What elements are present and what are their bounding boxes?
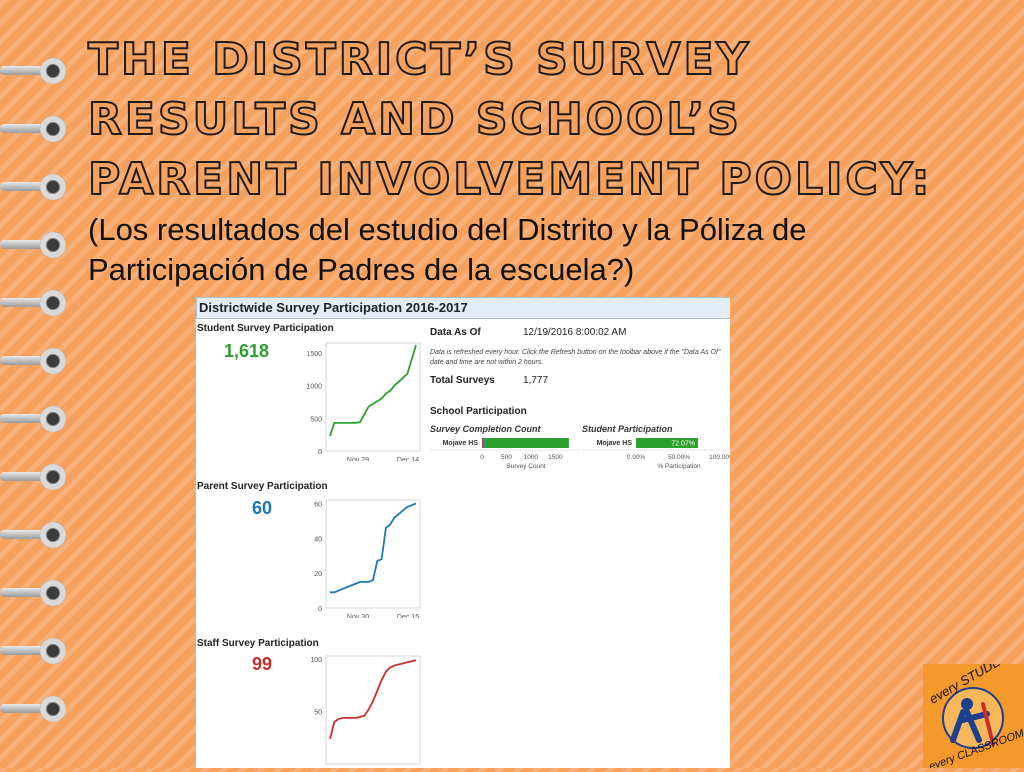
dashboard-header: Districtwide Survey Participation 2016-2… <box>196 297 730 319</box>
staff-line-chart: 50 100 <box>310 655 421 765</box>
binder-ring <box>0 346 72 376</box>
data-as-of-value: 12/19/2016 8:00:02 AM <box>523 327 627 338</box>
binder-ring <box>0 56 72 86</box>
y-tick-label: 1000 <box>306 384 322 391</box>
student-line-chart: 0 500 1000 1500 Nov 29 Dec 14 <box>306 342 421 461</box>
x-axis-label: Survey Count <box>506 463 546 470</box>
y-tick-label: 50 <box>314 710 322 717</box>
x-tick-label: Nov 29 <box>347 457 369 461</box>
bar <box>636 438 698 448</box>
x-tick-label: 0 <box>480 454 484 461</box>
school-participation-label: School Participation <box>430 406 527 417</box>
x-tick-label: 1500 <box>548 454 563 461</box>
binder-ring <box>0 578 72 608</box>
staff-total: 99 <box>252 654 273 674</box>
binder-ring <box>0 404 72 434</box>
y-tick-label: 100 <box>310 657 322 664</box>
binder-ring <box>0 694 72 724</box>
binder-ring <box>0 114 72 144</box>
x-tick-label: 50.00% <box>668 454 690 461</box>
x-tick-label: 1000 <box>524 454 539 461</box>
bar-segment <box>482 438 483 448</box>
x-tick-label: 0.00% <box>627 454 646 461</box>
staff-chart-title: Staff Survey Participation <box>197 638 319 649</box>
binder-ring <box>0 230 72 260</box>
x-tick-label: Dec 14 <box>397 457 419 461</box>
binder-ring <box>0 636 72 666</box>
x-tick-label: 500 <box>501 454 512 461</box>
x-tick-label: Nov 30 <box>347 614 369 618</box>
slide-subtitle: (Los resultados del estudio del Distrito… <box>88 212 807 287</box>
y-tick-label: 1500 <box>306 351 322 358</box>
category-label: Mojave HS <box>597 440 633 447</box>
parent-line-chart: 0 20 40 60 Nov 30 Dec 15 <box>314 499 421 618</box>
participation-percent-chart: Mojave HS 72.07% 0.00% 50.00% 100.00% % Parti… <box>582 438 730 470</box>
data-label: 72.07% <box>671 441 695 448</box>
y-tick-label: 0 <box>318 449 322 456</box>
y-tick-label: 0 <box>318 606 322 613</box>
category-label: Mojave HS <box>443 440 479 447</box>
bar-segment <box>482 438 485 448</box>
plot-area <box>325 342 421 452</box>
y-tick-label: 500 <box>310 416 322 423</box>
binder-ring <box>0 462 72 492</box>
parent-chart-title: Parent Survey Participation <box>197 481 328 492</box>
binder-ring <box>0 520 72 550</box>
y-tick-label: 20 <box>314 571 322 578</box>
binder-ring <box>0 288 72 318</box>
refresh-note: Data is refreshed every hour. Click the … <box>430 349 721 366</box>
total-surveys-label: Total Surveys <box>430 375 495 386</box>
y-tick-label: 60 <box>314 501 322 508</box>
every-student-logo: every STUDENT every CLASSROOM <box>923 645 1024 772</box>
series-line <box>329 344 417 437</box>
data-as-of-label: Data As Of <box>430 327 481 338</box>
completion-count-title: Survey Completion Count <box>430 424 541 434</box>
student-total: 1,618 <box>224 341 270 361</box>
parent-total: 60 <box>252 498 273 518</box>
plot-area <box>325 655 421 765</box>
bar-segment <box>484 438 569 448</box>
y-tick-label: 40 <box>314 536 322 543</box>
series-line <box>330 502 417 594</box>
plot-area <box>325 499 421 609</box>
x-tick-label: 100.00% <box>709 454 730 461</box>
slide-title: THE DISTRICT’S SURVEY RESULTS AND SCHOOL… <box>87 33 933 206</box>
binder-ring <box>0 172 72 202</box>
student-chart-title: Student Survey Participation <box>197 323 334 334</box>
x-tick-label: Dec 15 <box>397 614 419 618</box>
student-participation-title: Student Participation <box>582 424 673 434</box>
x-axis-label: % Participation <box>657 463 701 470</box>
total-surveys-value: 1,777 <box>523 375 549 386</box>
series-line <box>329 659 417 740</box>
survey-dashboard: Districtwide Survey Participation 2016-2… <box>196 297 730 768</box>
